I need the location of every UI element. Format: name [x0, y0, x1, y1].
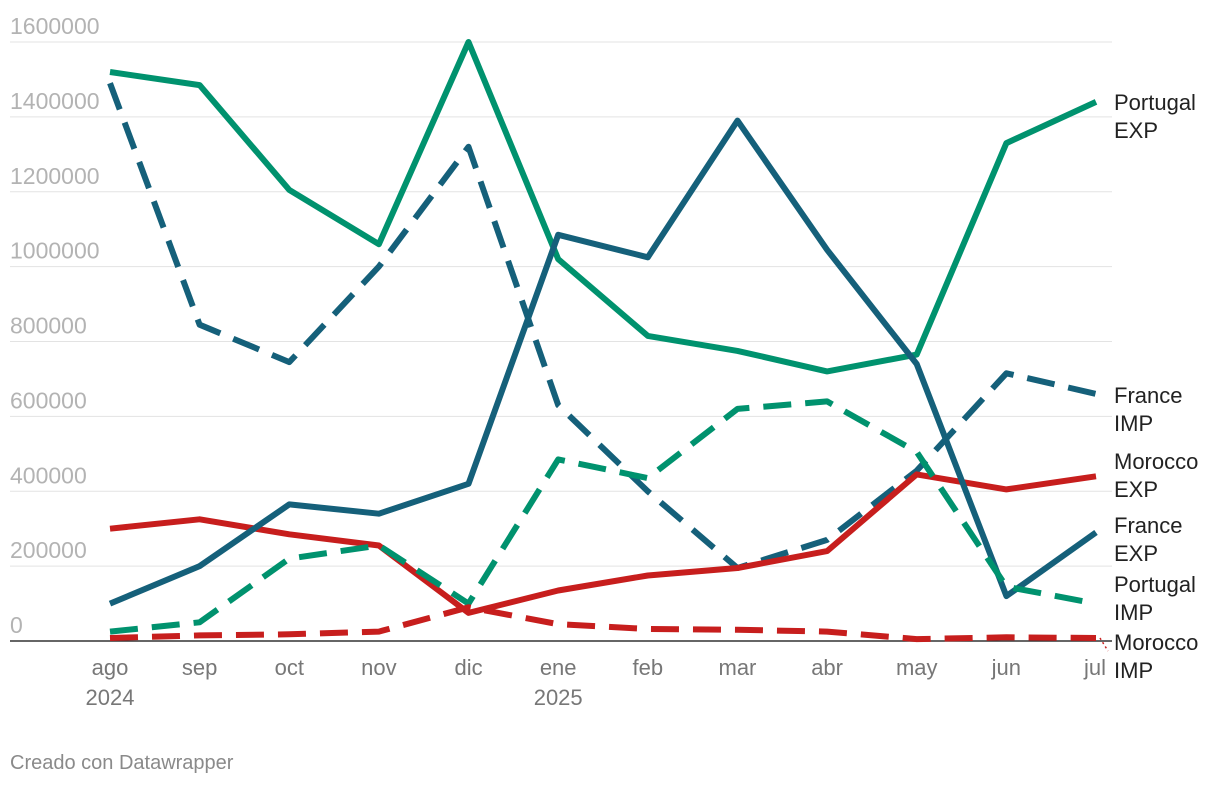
y-tick-label: 400000	[10, 462, 87, 488]
series-lines	[107, 39, 1098, 643]
series-label: France	[1114, 513, 1182, 538]
x-year-label: 2025	[534, 685, 583, 710]
x-tick-label: ene	[540, 655, 577, 680]
series-label: EXP	[1114, 118, 1158, 143]
x-tick-label: jul	[1083, 655, 1106, 680]
x-tick-label: feb	[633, 655, 664, 680]
series-label: Portugal	[1114, 90, 1196, 115]
series-label: EXP	[1114, 477, 1158, 502]
x-tick-label: ago	[92, 655, 129, 680]
y-tick-label: 200000	[10, 537, 87, 563]
series-line	[109, 39, 1098, 375]
x-tick-label: dic	[454, 655, 482, 680]
series-line	[109, 604, 1097, 643]
y-axis-tick-labels: 0 200000 400000 600000 800000 1000000 1200000 1…	[10, 13, 100, 638]
series-label: IMP	[1114, 658, 1153, 683]
y-tick-label: 600000	[10, 387, 87, 413]
series-line	[107, 82, 1097, 571]
x-tick-label: sep	[182, 655, 217, 680]
x-tick-label: oct	[275, 655, 304, 680]
y-tick-label: 0	[10, 612, 23, 638]
gridlines	[10, 41, 1112, 567]
credit-note: Creado con Datawrapper	[10, 752, 234, 774]
series-label: EXP	[1114, 541, 1158, 566]
x-year-label: 2024	[86, 685, 135, 710]
series-label: Portugal	[1114, 572, 1196, 597]
x-tick-label: jun	[991, 655, 1021, 680]
series-label: Morocco	[1114, 630, 1198, 655]
series-line	[108, 117, 1098, 607]
series-labels: Portugal EXP France IMP Morocco EXP France EXP P…	[1099, 90, 1198, 683]
y-tick-label: 1600000	[10, 13, 100, 39]
x-tick-label: mar	[719, 655, 757, 680]
series-line	[109, 398, 1097, 635]
y-tick-label: 1400000	[10, 88, 100, 114]
x-tick-label: nov	[361, 655, 396, 680]
x-tick-label: may	[896, 655, 938, 680]
y-tick-label: 1200000	[10, 163, 100, 189]
y-tick-label: 1000000	[10, 238, 100, 264]
y-tick-label: 800000	[10, 313, 87, 339]
series-label-connector	[1099, 637, 1109, 652]
series-label: IMP	[1114, 600, 1153, 625]
series-label: Morocco	[1114, 449, 1198, 474]
series-label: France	[1114, 383, 1182, 408]
x-tick-label: abr	[811, 655, 843, 680]
series-label: IMP	[1114, 411, 1153, 436]
x-axis-tick-labels: ago sep oct nov dic ene feb mar abr may jun jul 2024…	[86, 655, 1106, 710]
